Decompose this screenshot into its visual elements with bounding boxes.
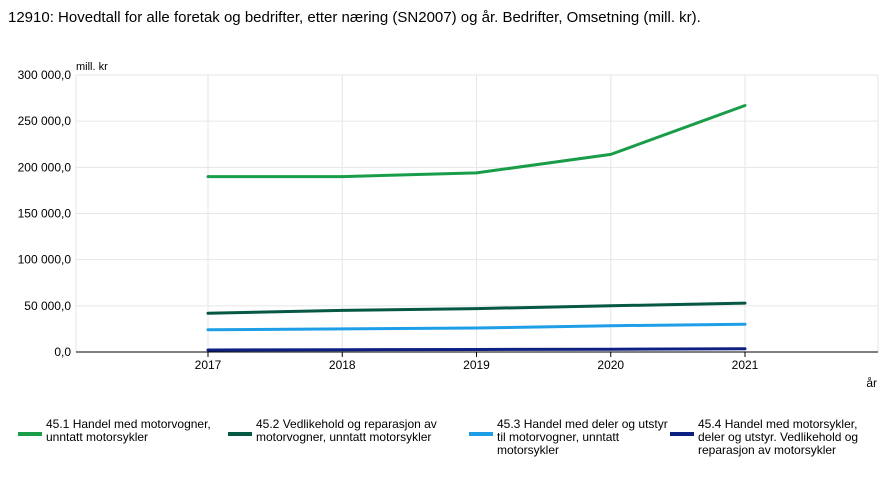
x-tick-label: 2020: [597, 358, 624, 372]
y-tick-label: 150 000,0: [18, 207, 72, 221]
chart-title: 12910: Hovedtall for alle foretak og bed…: [8, 9, 701, 26]
x-tick-label: 2021: [732, 358, 759, 372]
y-axis-title: mill. kr: [76, 61, 108, 73]
y-tick-label: 250 000,0: [18, 114, 72, 128]
x-tick-label: 2019: [463, 358, 490, 372]
x-tick-label: 2017: [195, 358, 222, 372]
legend-item-45-3[interactable]: 45.3 Handel med deler og utstyr til moto…: [469, 418, 669, 457]
legend-swatch: [670, 432, 694, 436]
series-line: [206, 347, 747, 352]
legend-item-45-1[interactable]: 45.1 Handel med motorvogner, unntatt mot…: [18, 418, 228, 444]
series-line: [206, 322, 747, 332]
legend-item-45-2[interactable]: 45.2 Vedlikehold og reparasjon av motorv…: [228, 418, 468, 444]
y-tick-label: 100 000,0: [18, 253, 72, 267]
legend-item-45-4[interactable]: 45.4 Handel med motorsykler, deler og ut…: [670, 418, 880, 457]
y-tick-label: 50 000,0: [24, 299, 71, 313]
y-tick-label: 0,0: [54, 345, 71, 359]
legend-swatch: [228, 432, 252, 436]
y-tick-label: 200 000,0: [18, 160, 72, 174]
legend-label: 45.4 Handel med motorsykler, deler og ut…: [698, 417, 859, 457]
legend-label: 45.3 Handel med deler og utstyr til moto…: [497, 417, 668, 457]
y-tick-label: 300 000,0: [18, 68, 72, 82]
series-line: [206, 104, 747, 179]
legend-label: 45.2 Vedlikehold og reparasjon av motorv…: [256, 417, 437, 444]
legend-swatch: [18, 432, 42, 436]
legend-swatch: [469, 432, 493, 436]
legend-label: 45.1 Handel med motorvogner, unntatt mot…: [46, 417, 211, 444]
x-tick-label: 2018: [329, 358, 356, 372]
x-axis-title: år: [866, 376, 877, 390]
series-line: [206, 301, 747, 315]
